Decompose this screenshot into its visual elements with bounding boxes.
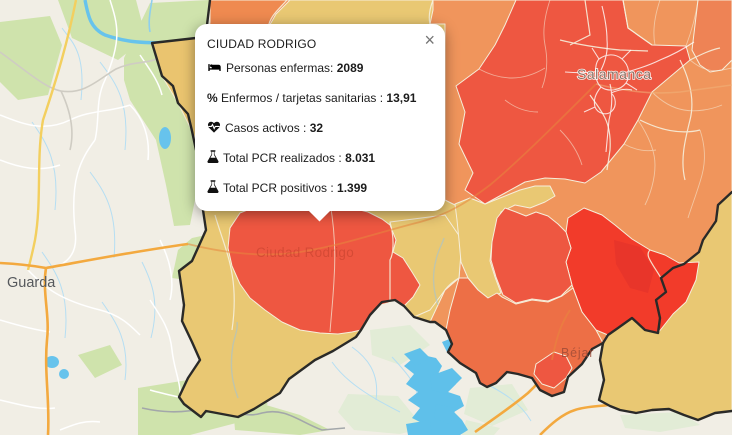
svg-text:Béjar: Béjar bbox=[561, 346, 594, 360]
svg-text:Ciudad Rodrigo: Ciudad Rodrigo bbox=[256, 245, 354, 260]
svg-text:Guarda: Guarda bbox=[7, 275, 56, 291]
svg-text:Salamanca: Salamanca bbox=[577, 66, 652, 82]
